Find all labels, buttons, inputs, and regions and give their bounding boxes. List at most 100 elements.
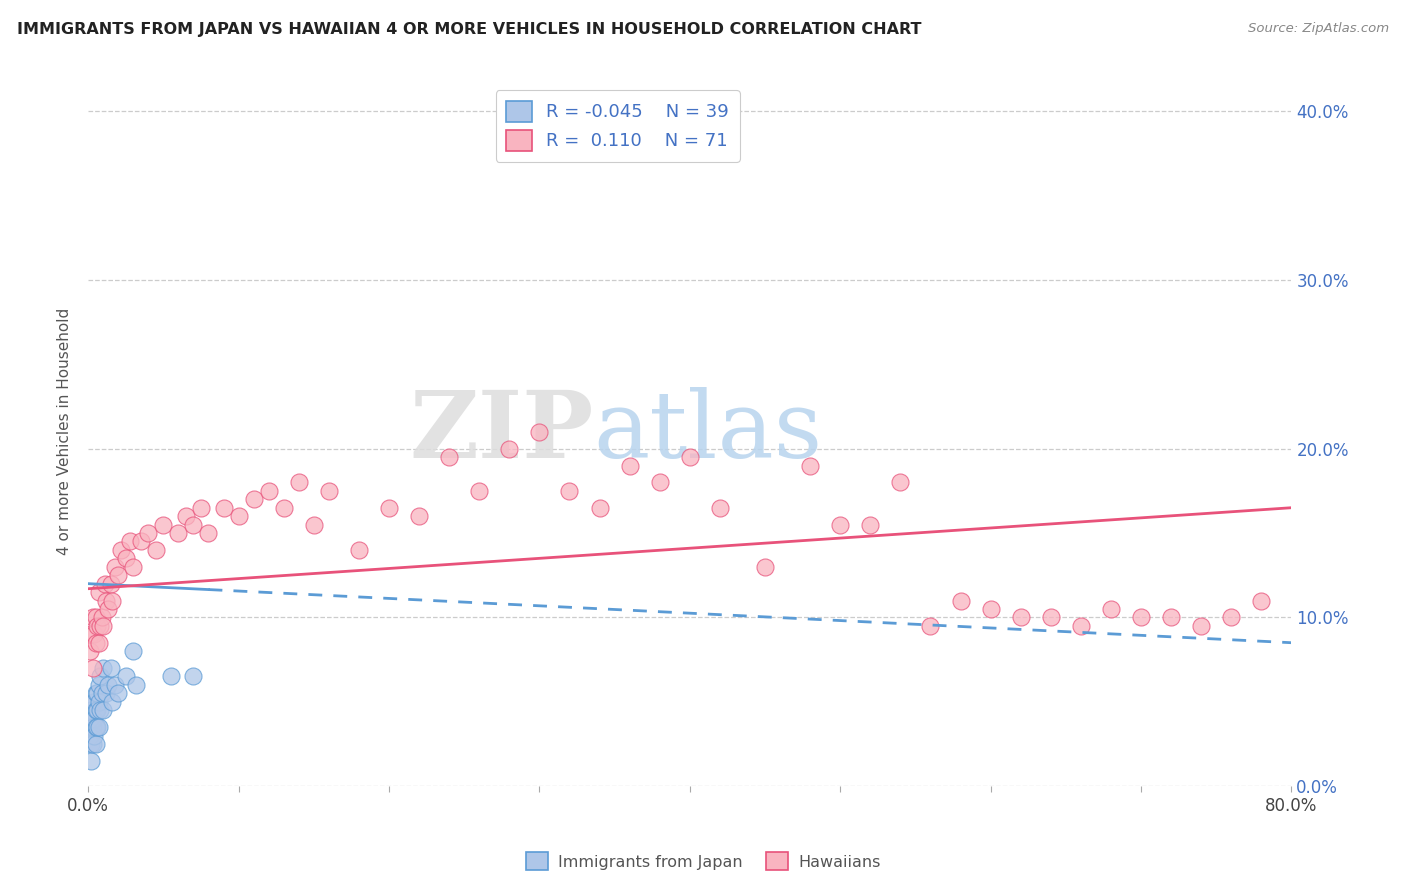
Point — [82, 661, 104, 675]
Point — [257, 483, 280, 498]
Point — [1130, 610, 1153, 624]
Point — [754, 559, 776, 574]
Point — [160, 669, 183, 683]
Point — [242, 492, 264, 507]
Point — [86, 619, 108, 633]
Point — [125, 678, 148, 692]
Point — [212, 500, 235, 515]
Point — [378, 500, 401, 515]
Point — [80, 627, 103, 641]
Point — [197, 526, 219, 541]
Point — [129, 534, 152, 549]
Point — [498, 442, 520, 456]
Point — [347, 542, 370, 557]
Point — [588, 500, 610, 515]
Point — [1250, 593, 1272, 607]
Point — [91, 619, 114, 633]
Point — [980, 602, 1002, 616]
Point — [82, 695, 104, 709]
Point — [1010, 610, 1032, 624]
Point — [122, 559, 145, 574]
Point — [96, 686, 118, 700]
Point — [82, 737, 104, 751]
Point — [110, 542, 132, 557]
Point — [145, 542, 167, 557]
Point — [93, 576, 115, 591]
Point — [468, 483, 491, 498]
Y-axis label: 4 or more Vehicles in Household: 4 or more Vehicles in Household — [58, 308, 72, 556]
Point — [101, 695, 124, 709]
Point — [529, 425, 551, 439]
Text: atlas: atlas — [593, 387, 823, 477]
Point — [91, 661, 114, 675]
Point — [107, 686, 129, 700]
Point — [86, 686, 108, 700]
Point — [91, 703, 114, 717]
Point — [1189, 619, 1212, 633]
Point — [152, 517, 174, 532]
Point — [1070, 619, 1092, 633]
Point — [679, 450, 702, 464]
Point — [86, 720, 108, 734]
Point — [83, 627, 105, 641]
Point — [97, 678, 120, 692]
Legend: Immigrants from Japan, Hawaiians: Immigrants from Japan, Hawaiians — [519, 846, 887, 877]
Point — [79, 644, 101, 658]
Point — [83, 712, 105, 726]
Point — [80, 703, 103, 717]
Point — [889, 475, 911, 490]
Text: ZIP: ZIP — [409, 387, 593, 477]
Point — [101, 593, 124, 607]
Point — [89, 703, 111, 717]
Point — [183, 669, 205, 683]
Point — [97, 602, 120, 616]
Point — [87, 636, 110, 650]
Point — [84, 610, 107, 624]
Point — [79, 729, 101, 743]
Point — [82, 720, 104, 734]
Point — [1160, 610, 1182, 624]
Point — [83, 729, 105, 743]
Point — [136, 526, 159, 541]
Point — [114, 669, 136, 683]
Point — [949, 593, 972, 607]
Point — [84, 686, 107, 700]
Point — [859, 517, 882, 532]
Point — [104, 559, 127, 574]
Point — [437, 450, 460, 464]
Point — [648, 475, 671, 490]
Point — [167, 526, 190, 541]
Point — [80, 720, 103, 734]
Point — [82, 610, 104, 624]
Point — [87, 678, 110, 692]
Text: Source: ZipAtlas.com: Source: ZipAtlas.com — [1249, 22, 1389, 36]
Point — [619, 458, 641, 473]
Point — [104, 678, 127, 692]
Point — [318, 483, 340, 498]
Point — [100, 661, 122, 675]
Point — [120, 534, 142, 549]
Point — [84, 636, 107, 650]
Point — [87, 720, 110, 734]
Point — [558, 483, 581, 498]
Point — [89, 619, 111, 633]
Point — [1220, 610, 1243, 624]
Point — [830, 517, 852, 532]
Point — [799, 458, 821, 473]
Point — [228, 509, 250, 524]
Point — [80, 737, 103, 751]
Point — [80, 754, 103, 768]
Point — [174, 509, 197, 524]
Legend: R = -0.045    N = 39, R =  0.110    N = 71: R = -0.045 N = 39, R = 0.110 N = 71 — [495, 90, 740, 161]
Point — [114, 551, 136, 566]
Point — [183, 517, 205, 532]
Point — [1099, 602, 1122, 616]
Point — [302, 517, 325, 532]
Point — [107, 568, 129, 582]
Point — [83, 695, 105, 709]
Point — [273, 500, 295, 515]
Point — [89, 669, 111, 683]
Point — [86, 703, 108, 717]
Point — [90, 686, 112, 700]
Point — [122, 644, 145, 658]
